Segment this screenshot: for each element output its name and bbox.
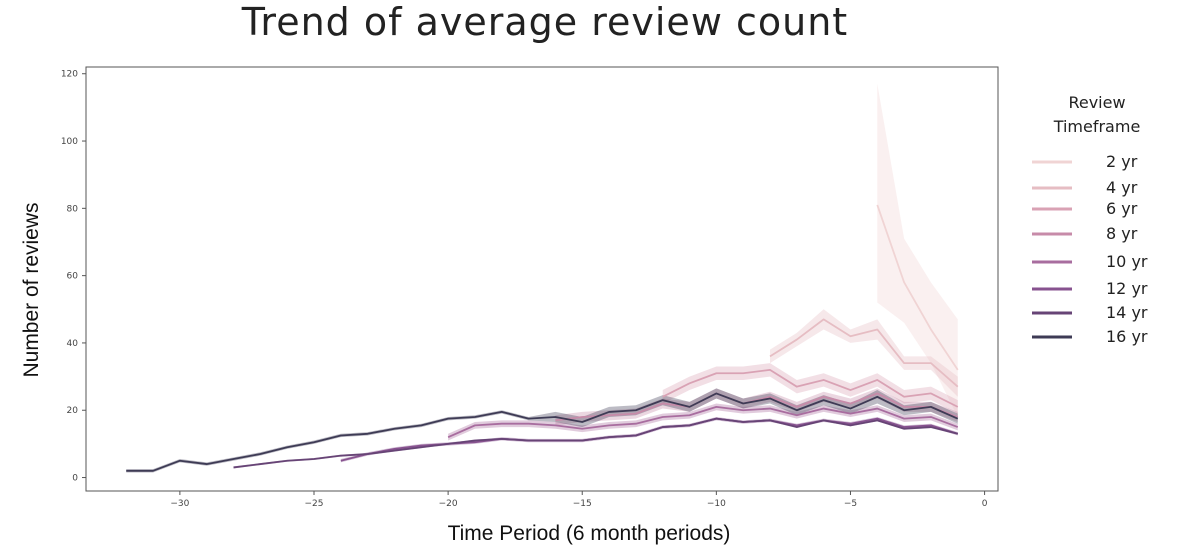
series-line-6 — [340, 417, 959, 462]
series-line-5 — [447, 405, 959, 438]
y-tick-label: 20 — [67, 406, 79, 416]
legend-label-1: 2 yr — [1106, 152, 1138, 171]
legend-label-5: 10 yr — [1106, 252, 1148, 271]
legend-title-line2: Timeframe — [1053, 117, 1141, 136]
legend-items: 2 yr 4 yr 6 yr 8 yr 10 yr 12 yr 14 yr 16 yr — [1032, 152, 1148, 346]
x-tick-label: −10 — [707, 499, 726, 509]
x-tick-label: 0 — [982, 499, 988, 509]
legend-title-line1: Review — [1068, 93, 1125, 112]
confidence-band-2 — [770, 309, 958, 397]
x-tick-label: −5 — [844, 499, 857, 509]
legend-label-2: 4 yr — [1106, 178, 1138, 197]
y-tick-label: 100 — [61, 137, 78, 147]
series-line-1 — [876, 204, 959, 371]
y-axis: 0 20 40 60 80 100 120 — [61, 70, 86, 484]
x-axis: −30 −25 −20 −15 −10 −5 0 — [170, 491, 988, 509]
x-tick-label: −25 — [305, 499, 324, 509]
chart-title: Trend of average review count — [241, 0, 849, 44]
legend-label-4: 8 yr — [1106, 224, 1138, 243]
confidence-bands — [126, 83, 958, 473]
x-axis-label: Time Period (6 month periods) — [448, 522, 731, 545]
legend-label-7: 14 yr — [1106, 303, 1148, 322]
series-line-2 — [769, 318, 959, 388]
legend-label-3: 6 yr — [1106, 199, 1138, 218]
y-tick-label: 0 — [72, 474, 78, 484]
confidence-band-5 — [448, 403, 958, 441]
plot-frame — [85, 66, 999, 492]
series-line-3 — [662, 368, 959, 408]
x-tick-label: −15 — [573, 499, 592, 509]
y-tick-label: 80 — [67, 204, 79, 214]
series-lines — [126, 204, 959, 472]
y-tick-label: 120 — [61, 70, 78, 80]
legend: Review Timeframe 2 yr 4 yr 6 yr 8 yr 10 yr 12… — [1032, 93, 1148, 346]
confidence-band-1 — [877, 83, 958, 417]
y-axis-label: Number of reviews — [20, 202, 43, 377]
y-tick-label: 40 — [67, 339, 79, 349]
series-line-7 — [233, 417, 958, 469]
x-tick-label: −20 — [439, 499, 458, 509]
x-tick-label: −30 — [170, 499, 189, 509]
legend-label-8: 16 yr — [1106, 327, 1148, 346]
confidence-band-8 — [126, 388, 958, 473]
confidence-band-4 — [555, 388, 958, 426]
legend-label-6: 12 yr — [1106, 279, 1148, 298]
series-line-8 — [126, 392, 959, 472]
confidence-band-3 — [662, 363, 958, 414]
y-tick-label: 60 — [67, 272, 79, 282]
